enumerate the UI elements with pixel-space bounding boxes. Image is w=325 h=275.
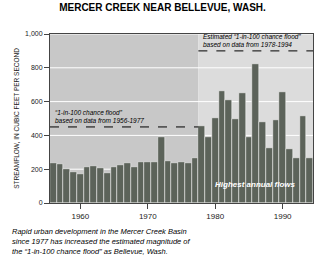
svg-text:1990: 1990 (274, 212, 292, 221)
svg-text:“1-in-100 chance flood”based o: “1-in-100 chance flood”based on data fro… (55, 109, 144, 124)
svg-text:1980: 1980 (206, 212, 224, 221)
svg-text:400: 400 (31, 132, 43, 139)
svg-text:200: 200 (31, 166, 43, 173)
svg-text:800: 800 (31, 64, 43, 71)
svg-text:1960: 1960 (71, 212, 89, 221)
svg-text:MERCER CREEK NEAR BELLEVUE, WA: MERCER CREEK NEAR BELLEVUE, WASH. (59, 2, 266, 13)
svg-text:STREAMFLOW, IN CUBIC FEET PER: STREAMFLOW, IN CUBIC FEET PER SECOND (13, 48, 20, 189)
svg-text:Rapid urban development in the: Rapid urban development in the Mercer Cr… (12, 227, 191, 256)
svg-text:Highest annual flows: Highest annual flows (215, 180, 296, 189)
svg-text:600: 600 (31, 98, 43, 105)
svg-text:1,000: 1,000 (25, 30, 43, 37)
svg-text:1970: 1970 (139, 212, 157, 221)
svg-text:Estimated “1-in-100 chance flo: Estimated “1-in-100 chance flood”based o… (203, 33, 301, 48)
svg-text:0: 0 (39, 199, 43, 206)
